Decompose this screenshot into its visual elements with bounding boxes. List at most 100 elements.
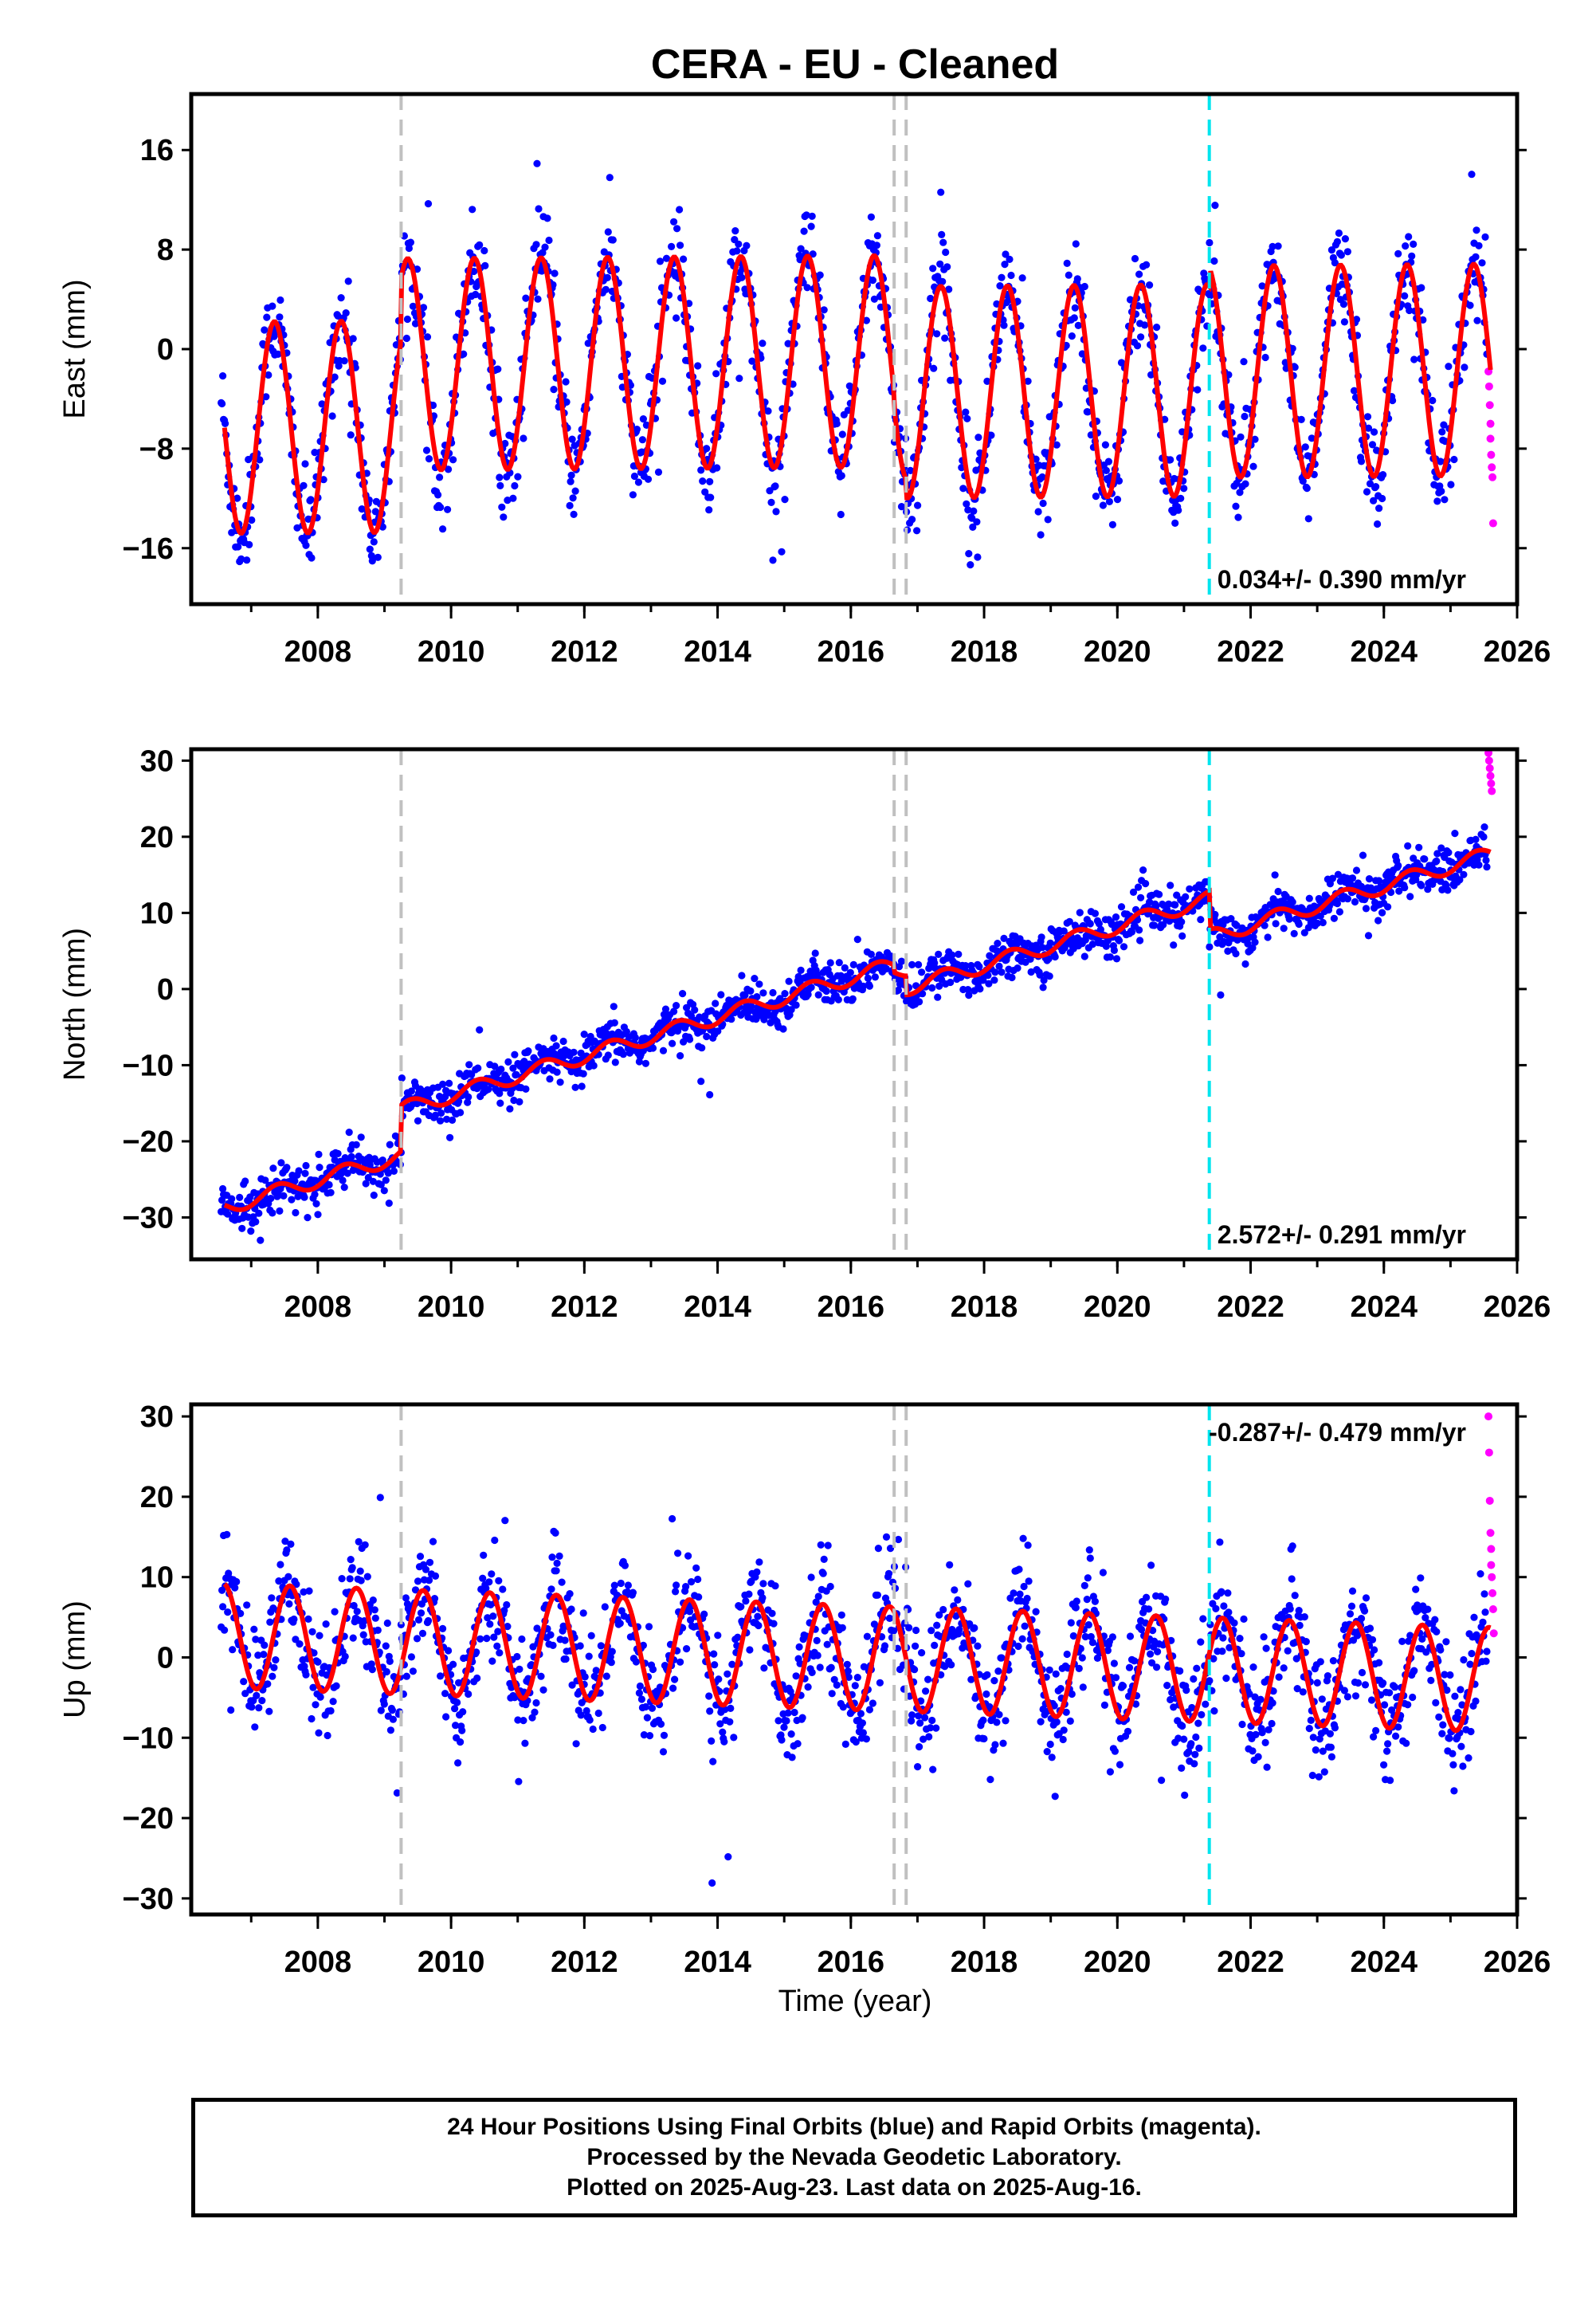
data-point [480,246,488,255]
data-point [1408,252,1416,260]
data-point [1112,955,1121,963]
y-tick-label: 30 [140,744,174,778]
data-point [1320,1768,1328,1776]
data-point [1394,1723,1402,1731]
data-point [1236,489,1244,497]
data-point [309,1683,317,1691]
data-point [933,1621,941,1629]
data-point [514,1716,522,1724]
data-point [441,1690,449,1698]
x-tick-label: 2010 [418,1946,485,1979]
data-point [1288,1575,1296,1583]
data-point [237,555,245,564]
data-point [1078,350,1086,358]
data-point [1023,1594,1031,1603]
rapid-orbit-point [1484,382,1493,391]
data-point [386,1141,394,1149]
data-point [1106,1768,1114,1776]
data-point [1224,1589,1232,1597]
final-orbit-points [218,823,1491,1244]
data-point [676,242,684,249]
data-point [658,377,667,385]
data-point [269,302,276,310]
data-point [1365,875,1374,883]
data-point [402,1672,410,1680]
data-point [1424,886,1432,893]
data-point [886,1545,895,1553]
data-point [1466,1660,1474,1668]
data-point [905,1624,913,1632]
data-point [499,1585,507,1593]
data-point [1024,377,1032,385]
data-point [941,1663,949,1671]
data-point [245,540,253,549]
data-point [266,1618,274,1626]
data-point [1313,1679,1321,1687]
data-point [965,992,973,999]
data-point [516,1665,524,1673]
x-tick-label: 2012 [551,1946,618,1979]
data-point [551,1529,559,1537]
plot-area [218,749,1496,1259]
final-orbit-points [218,159,1491,569]
data-point [240,1678,248,1686]
data-point [822,987,830,995]
data-point [342,309,350,317]
data-point [633,426,641,434]
data-point [1037,531,1045,539]
data-point [1261,1738,1269,1746]
data-point [643,1714,652,1722]
x-tick-label: 2016 [818,1946,885,1979]
data-point [1199,344,1207,352]
data-point [873,242,880,249]
data-point [316,1164,324,1172]
data-point [222,419,229,428]
data-point [819,1569,827,1577]
data-point [1062,1708,1070,1716]
data-point [1348,874,1357,882]
data-point [269,1209,276,1217]
x-tick-label: 2010 [418,635,485,669]
data-point [283,1164,291,1172]
data-point [509,1064,517,1072]
data-point [311,1191,319,1199]
data-point [671,1675,679,1683]
data-point [597,1642,605,1650]
data-point [1375,1659,1383,1667]
data-point [537,1672,545,1680]
y-tick-label: 0 [157,333,174,367]
data-point [669,1684,677,1692]
data-point [662,254,671,262]
data-point [416,1553,425,1561]
data-point [436,473,444,481]
data-point [345,1129,353,1137]
data-point [506,1105,514,1113]
data-point [1449,1749,1457,1757]
data-point [302,541,310,549]
data-point [745,1590,753,1598]
data-point [753,993,761,1001]
data-point [1262,1644,1270,1652]
data-point [994,1667,1002,1675]
data-point [816,1663,824,1671]
data-point [809,250,817,258]
data-point [533,159,541,167]
data-point [374,1626,382,1634]
data-point [1472,835,1480,843]
data-point [236,1193,244,1201]
data-point [706,1090,714,1099]
data-point [272,1656,280,1664]
data-point [476,1635,484,1643]
data-point [794,1740,802,1748]
data-point [1104,457,1112,465]
data-point [533,1624,541,1632]
data-point [304,1214,312,1222]
data-point [867,213,875,221]
data-point [353,1608,361,1616]
data-point [721,1706,729,1714]
y-tick-label: 0 [157,973,174,1007]
final-orbit-points [218,1494,1491,1887]
data-point [362,1180,370,1188]
rapid-orbit-point [1488,1588,1497,1597]
data-point [1060,1726,1068,1734]
